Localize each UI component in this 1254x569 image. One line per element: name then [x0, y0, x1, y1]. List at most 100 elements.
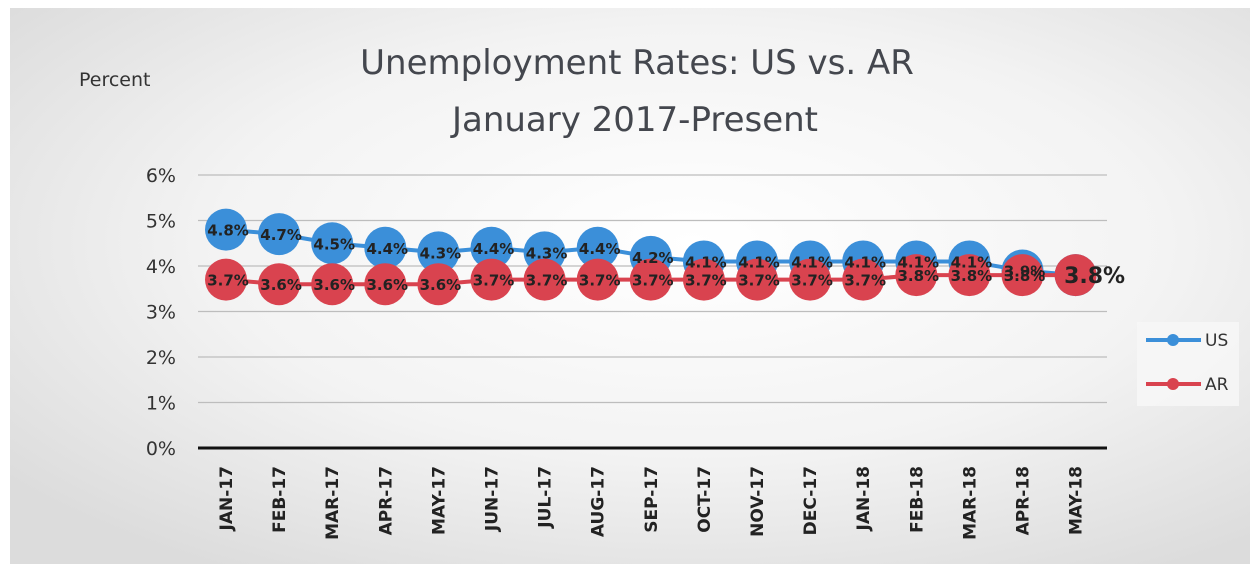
data-labels-ar: 3.7% 3.6% 3.6% 3.6% 3.6% 3.7% 3.7% 3.7% 3.7% 3.7%… [207, 264, 1125, 294]
data-label: 4.1% [738, 253, 780, 271]
data-label: 4.1% [844, 253, 886, 271]
data-point-ar [364, 263, 407, 306]
data-label: 4.1% [897, 253, 939, 271]
data-point-ar [948, 254, 991, 297]
data-point-ar [789, 258, 832, 301]
data-point-us [205, 208, 247, 251]
data-label: 3.9% [1004, 263, 1046, 281]
x-tick-label: APR-17 [376, 466, 396, 535]
x-tick-label: FEB-18 [907, 466, 927, 533]
legend-marker [1167, 378, 1179, 390]
legend-box [1137, 322, 1239, 406]
data-point-us [417, 231, 460, 274]
data-point-ar [258, 263, 301, 306]
y-tick-label: 3% [146, 302, 176, 324]
data-label: 4.1% [685, 253, 727, 271]
data-label: 3.7% [791, 272, 833, 290]
data-label: 4.1% [791, 253, 833, 271]
y-tick-label: 2% [146, 347, 176, 369]
x-tick-label: JUL-17 [536, 466, 556, 529]
x-tick-label: SEP-17 [642, 466, 662, 533]
gridlines [198, 174, 1107, 450]
data-label: 4.5% [313, 235, 355, 253]
legend-label: AR [1205, 375, 1229, 395]
legend-label: US [1205, 331, 1228, 351]
data-label: 3.8% [1064, 264, 1125, 289]
data-point-us [258, 213, 301, 256]
data-label: 4.7% [260, 226, 302, 244]
data-label: 3.8% [1004, 267, 1046, 285]
data-label: 3.7% [526, 272, 568, 290]
chart-title: Unemployment Rates: US vs. AR [360, 43, 914, 83]
x-tick-label: MAY-18 [1067, 466, 1087, 535]
x-tick-label: MAR-17 [323, 466, 343, 540]
data-labels-us: 4.8% 4.7% 4.5% 4.4% 4.3% 4.4% 4.3% 4.4% 4.2% 4.1%… [207, 222, 1045, 281]
data-point-ar [682, 258, 725, 301]
data-point-ar [629, 258, 672, 301]
data-point-ar [205, 258, 247, 301]
data-label: 3.7% [685, 272, 727, 290]
data-point-ar [417, 263, 460, 306]
data-point-ar [311, 263, 354, 306]
data-label: 3.7% [207, 272, 249, 290]
data-label: 4.1% [951, 253, 993, 271]
data-label: 3.8% [951, 267, 993, 285]
data-label: 3.7% [579, 272, 621, 290]
y-tick-label: 0% [146, 438, 176, 460]
data-label: 3.7% [738, 272, 780, 290]
data-label: 3.7% [632, 272, 674, 290]
data-point-ar [736, 258, 778, 301]
data-label: 3.7% [473, 272, 515, 290]
chart-subtitle: January 2017-Present [450, 100, 818, 140]
y-axis-label: Percent [79, 69, 151, 91]
x-tick-label: JAN-18 [854, 466, 874, 531]
data-point-ar [842, 258, 885, 301]
data-label: 3.8% [897, 267, 939, 285]
data-point-us [311, 222, 354, 265]
series: 4.8% 4.7% 4.5% 4.4% 4.3% 4.4% 4.3% 4.4% 4.2% 4.1%… [205, 208, 1125, 306]
x-tick-label: MAR-18 [960, 466, 980, 540]
data-label: 3.7% [844, 272, 886, 290]
data-label: 4.4% [473, 240, 515, 258]
data-label: 4.3% [526, 244, 568, 262]
data-label: 4.4% [579, 240, 621, 258]
data-point-ar [470, 258, 513, 301]
data-point-us [576, 226, 619, 269]
data-point-ar [1001, 254, 1044, 297]
x-axis-ticks: JAN-17 FEB-17 MAR-17 APR-17 MAY-17 JUN-17 JUL-… [217, 466, 1087, 540]
x-tick-label: APR-18 [1014, 466, 1034, 535]
x-tick-label: AUG-17 [589, 466, 609, 537]
data-point-us [470, 226, 513, 269]
series-ar [205, 254, 1097, 306]
data-label: 4.8% [207, 222, 249, 240]
legend-marker [1167, 334, 1179, 346]
x-tick-label: FEB-17 [270, 466, 290, 533]
data-label: 3.6% [366, 276, 408, 294]
x-tick-label: JUN-17 [483, 466, 503, 532]
y-tick-label: 4% [146, 256, 176, 278]
data-label: 3.6% [260, 276, 302, 294]
data-point-us [364, 226, 407, 269]
data-point-ar [523, 258, 566, 301]
data-label: 4.3% [420, 244, 462, 262]
x-tick-label: DEC-17 [801, 466, 821, 535]
data-point-ar [576, 258, 619, 301]
y-tick-label: 1% [146, 393, 176, 415]
legend: US AR [1137, 322, 1239, 406]
x-tick-label: MAY-17 [429, 466, 449, 535]
x-tick-label: OCT-17 [695, 466, 715, 533]
y-axis-ticks: 0% 1% 2% 3% 4% 5% 6% [146, 165, 176, 460]
data-label: 4.4% [366, 240, 408, 258]
y-tick-label: 5% [146, 211, 176, 233]
data-label: 3.6% [420, 276, 462, 294]
legend-item-ar: AR [1146, 375, 1229, 395]
data-point-ar [895, 254, 938, 297]
y-tick-label: 6% [146, 165, 176, 187]
x-tick-label: NOV-17 [748, 466, 768, 537]
data-label: 3.6% [313, 276, 355, 294]
data-label: 4.2% [632, 249, 674, 267]
data-point-ar [1054, 254, 1097, 297]
legend-item-us: US [1146, 331, 1228, 351]
